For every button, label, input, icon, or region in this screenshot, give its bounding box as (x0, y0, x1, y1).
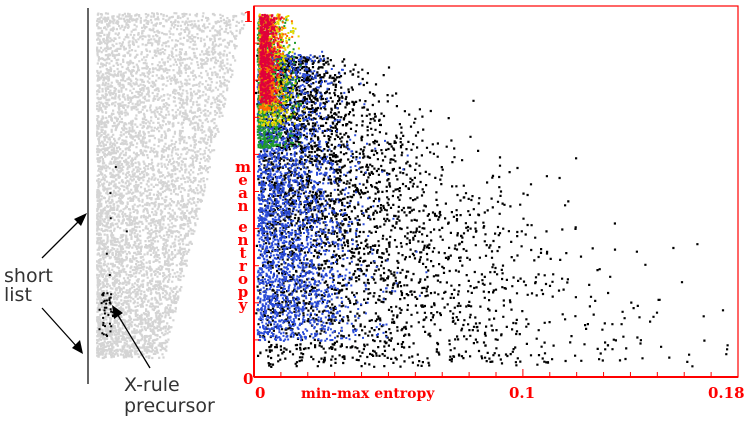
y-axis-minor-ticks (254, 5, 259, 378)
y-tick-label: 0 (243, 370, 253, 388)
xrule-label-line2: precursor (124, 395, 215, 417)
x-tick-label: 0 (255, 384, 265, 402)
short-list-arrow-up (41, 213, 87, 259)
x-tick-label: 0.18 (708, 384, 745, 402)
xrule-label-line1: X-rule (124, 374, 180, 396)
gray-scatter-panel (96, 12, 246, 360)
x-tick-label: 0.1 (509, 384, 535, 402)
heatmap-sparse-points (254, 54, 729, 369)
heatmap-low-density-points (256, 50, 428, 342)
heatmap-peak-density-points (259, 13, 284, 105)
short-list-arrow-down (41, 307, 83, 354)
y-tick-label: 1 (243, 8, 253, 26)
short-list-label-line2: list (4, 284, 32, 306)
heatmap-points (254, 13, 729, 369)
short-list-label-line1: short (4, 265, 53, 287)
x-axis-minor-ticks (253, 369, 739, 377)
xrule-arrow (112, 305, 151, 369)
x-axis-title: min-max entropy (301, 386, 435, 402)
